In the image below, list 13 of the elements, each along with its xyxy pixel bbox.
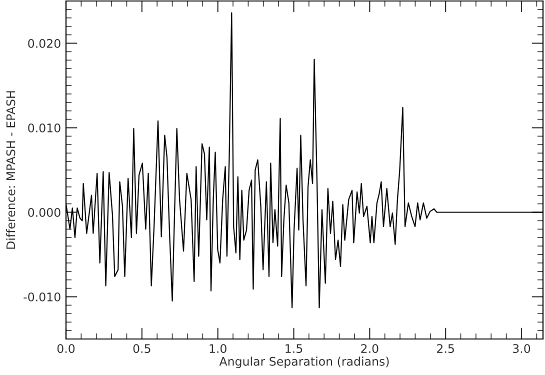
- x-tick-label: 0.0: [57, 344, 75, 353]
- x-axis-title: Angular Separation (radians): [219, 356, 389, 368]
- y-tick-label: -0.010: [24, 292, 60, 302]
- y-tick-label: 0.000: [28, 208, 60, 217]
- x-tick-label: 3.0: [513, 344, 530, 353]
- x-tick-label: 1.0: [210, 344, 226, 353]
- y-tick-label: 0.010: [28, 123, 60, 132]
- y-tick-label: 0.020: [28, 38, 60, 48]
- y-axis-title: Difference: MPASH - EPASH: [6, 91, 16, 249]
- x-tick-label: 2.5: [437, 344, 454, 353]
- x-tick-label: 0.5: [133, 344, 150, 353]
- x-tick-label: 1.5: [286, 344, 302, 353]
- x-tick-label: 2.0: [361, 344, 378, 353]
